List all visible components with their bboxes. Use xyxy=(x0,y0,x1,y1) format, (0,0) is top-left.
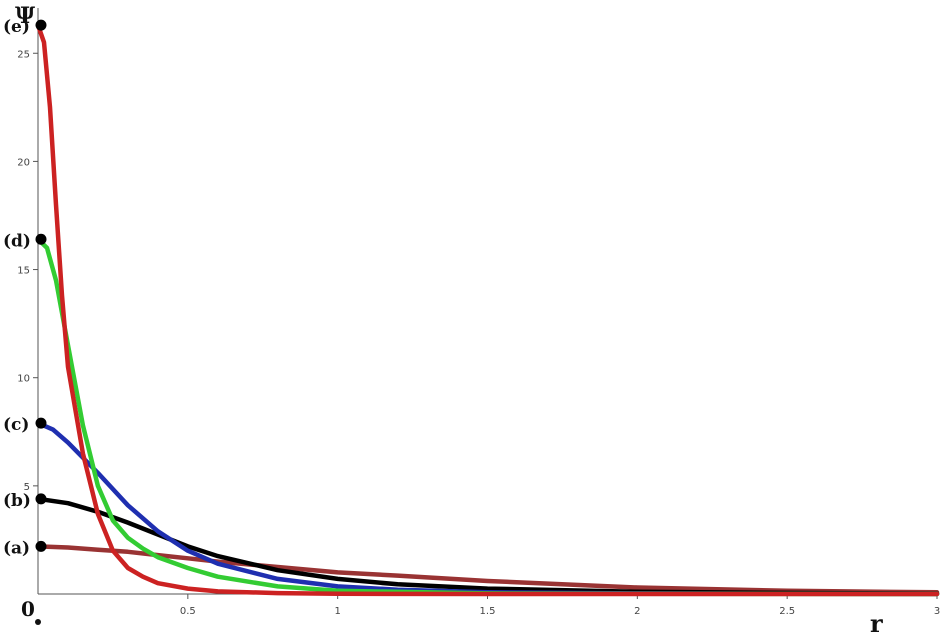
x-axis-title: r xyxy=(870,609,883,636)
x-tick-label: 1.5 xyxy=(480,606,496,617)
start-point-b xyxy=(35,493,47,505)
origin-dot xyxy=(35,619,41,625)
curve-label-e: (e) xyxy=(3,17,30,37)
y-tick-label: 25 xyxy=(17,49,30,60)
x-tick-label: 2.5 xyxy=(779,606,795,617)
y-tick-label: 5 xyxy=(24,482,30,493)
series-line-c xyxy=(35,420,940,597)
y-tick-label: 10 xyxy=(17,374,30,385)
start-point-a xyxy=(35,540,47,552)
x-tick-label: 3 xyxy=(934,606,940,617)
labels-group: Ψ r 0 (a) (b) (c) (d) (e) xyxy=(3,3,883,636)
x-tick-label: 2 xyxy=(634,606,640,617)
series-group xyxy=(35,22,940,597)
series-line-e xyxy=(35,22,940,597)
y-axis-title: Ψ xyxy=(15,3,35,29)
curve-label-d: (d) xyxy=(3,231,31,251)
curve-label-a: (a) xyxy=(3,538,30,558)
start-point-e xyxy=(35,19,47,31)
curve-label-c: (c) xyxy=(3,415,29,435)
curve-label-b: (b) xyxy=(3,491,31,511)
y-tick-label: 15 xyxy=(17,266,30,277)
y-tick-label: 20 xyxy=(17,157,30,168)
start-point-c xyxy=(35,417,47,429)
start-point-d xyxy=(35,233,47,245)
x-tick-label: 1 xyxy=(334,606,340,617)
x-tick-label: 0.5 xyxy=(180,606,196,617)
origin-label: 0 xyxy=(21,597,35,621)
